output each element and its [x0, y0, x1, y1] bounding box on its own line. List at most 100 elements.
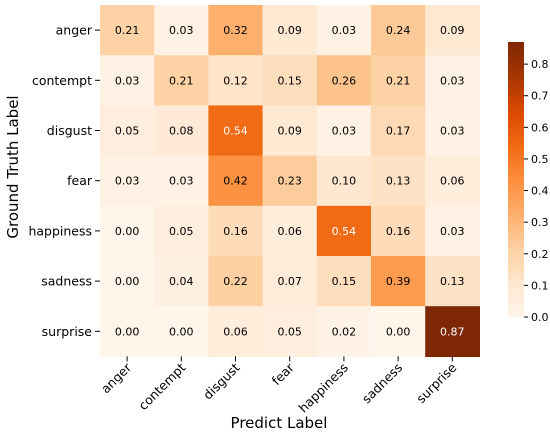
- cell-value-label: 0.00: [115, 325, 140, 338]
- colorbar-tick-label: 0.2: [531, 248, 549, 261]
- heatmap-cell: [425, 5, 480, 56]
- heatmap-cell: [371, 306, 426, 357]
- colorbar-tick-label: 0.4: [531, 185, 549, 198]
- cell-value-label: 0.21: [169, 74, 194, 87]
- cell-value-label: 0.32: [223, 24, 248, 37]
- heatmap-cell: [208, 155, 264, 207]
- y-tick-label: anger: [56, 23, 93, 38]
- y-axis-title: Ground Truth Label: [4, 95, 22, 238]
- cell-value-label: 0.10: [332, 175, 357, 188]
- cell-value-label: 0.04: [169, 275, 194, 288]
- heatmap-cell: [208, 205, 264, 257]
- cell-value-label: 0.06: [277, 225, 302, 238]
- heatmap-cell: [154, 5, 209, 56]
- y-tick-label: surprise: [42, 324, 93, 339]
- heatmap-cell: [100, 205, 155, 257]
- heatmap-cell: [262, 105, 318, 157]
- heatmap-cell: [316, 105, 372, 157]
- y-tick-label: disgust: [47, 123, 92, 138]
- heatmap-cell: [316, 55, 372, 106]
- colorbar: [508, 42, 524, 317]
- heatmap-cell: [425, 105, 480, 157]
- heatmap-cell: [100, 155, 155, 207]
- heatmap-cell: [262, 5, 318, 56]
- cell-value-label: 0.08: [169, 125, 194, 138]
- heatmap-cell: [262, 205, 318, 257]
- heatmap-cell: [208, 306, 264, 357]
- cell-value-label: 0.26: [332, 74, 357, 87]
- heatmap-cell: [316, 155, 372, 207]
- cell-value-label: 0.03: [115, 74, 140, 87]
- heatmap-cell: [208, 5, 264, 56]
- cell-value-label: 0.03: [169, 24, 194, 37]
- cell-value-label: 0.03: [115, 175, 140, 188]
- cell-value-label: 0.09: [277, 24, 302, 37]
- cell-value-label: 0.13: [440, 275, 465, 288]
- cell-value-label: 0.00: [169, 325, 194, 338]
- heatmap-cell: [371, 5, 426, 56]
- heatmap-cell: [100, 105, 155, 157]
- cell-value-label: 0.00: [386, 325, 411, 338]
- cell-value-label: 0.03: [332, 24, 357, 37]
- heatmap-cell: [100, 5, 155, 56]
- heatmap-cell-labels: 0.21 0.03 0.32 0.09 0.03 0.24 0.09 0.03 0.21 0.12…: [115, 24, 465, 338]
- cell-value-label: 0.07: [277, 275, 302, 288]
- cell-value-label: 0.22: [223, 275, 248, 288]
- x-tick-label: anger: [98, 359, 135, 396]
- cell-value-label: 0.12: [223, 74, 248, 87]
- cell-value-label: 0.03: [440, 225, 465, 238]
- colorbar-tick-label: 0.1: [531, 279, 549, 292]
- heatmap-cell: [425, 256, 480, 307]
- heatmap-cell: [425, 306, 480, 357]
- heatmap-cell: [154, 155, 209, 207]
- cell-value-label: 0.87: [440, 325, 465, 338]
- heatmap-cell: [100, 55, 155, 106]
- cell-value-label: 0.16: [223, 225, 248, 238]
- heatmap-cell: [316, 5, 372, 56]
- heatmap-cell: [262, 155, 318, 207]
- heatmap-cell: [154, 105, 209, 157]
- heatmap-cell: [371, 256, 426, 307]
- x-tick-label: sadness: [359, 360, 405, 406]
- y-tick-label: contempt: [32, 73, 92, 88]
- heatmap-cell: [371, 105, 426, 157]
- y-tick-label: sadness: [41, 274, 92, 289]
- heatmap-cell: [316, 205, 372, 257]
- colorbar-tick-label: 0.6: [531, 121, 549, 134]
- heatmap-cells: [100, 5, 480, 357]
- cell-value-label: 0.15: [332, 275, 357, 288]
- cell-value-label: 0.24: [386, 24, 411, 37]
- cell-value-label: 0.03: [169, 175, 194, 188]
- heatmap-cell: [371, 205, 426, 257]
- heatmap-cell: [371, 55, 426, 106]
- cell-value-label: 0.00: [115, 275, 140, 288]
- y-axis-ticks: anger contempt disgust fear happiness sadness…: [28, 23, 100, 339]
- y-tick-label: fear: [67, 173, 93, 188]
- heatmap-cell: [100, 256, 155, 307]
- cell-value-label: 0.03: [440, 125, 465, 138]
- heatmap-cell: [262, 256, 318, 307]
- cell-value-label: 0.13: [386, 175, 411, 188]
- cell-value-label: 0.54: [332, 225, 357, 238]
- cell-value-label: 0.54: [223, 125, 248, 138]
- cell-value-label: 0.00: [115, 225, 140, 238]
- cell-value-label: 0.05: [169, 225, 194, 238]
- heatmap-cell: [262, 55, 318, 106]
- heatmap-cell: [100, 306, 155, 357]
- cell-value-label: 0.03: [332, 125, 357, 138]
- colorbar-tick-label: 0.0: [531, 311, 549, 324]
- heatmap-cell: [316, 256, 372, 307]
- heatmap-cell: [262, 306, 318, 357]
- cell-value-label: 0.02: [332, 325, 357, 338]
- colorbar-tick-label: 0.5: [531, 153, 549, 166]
- colorbar-tick-label: 0.8: [531, 58, 549, 71]
- heatmap-cell: [154, 256, 209, 307]
- x-tick-label: disgust: [200, 360, 243, 403]
- cell-value-label: 0.21: [115, 24, 140, 37]
- colorbar-ticks: 0.0 0.1 0.2 0.3 0.4 0.5 0.6 0.7 0.8: [524, 58, 549, 324]
- x-tick-label: contempt: [135, 360, 188, 413]
- heatmap-cell: [425, 155, 480, 207]
- cell-value-label: 0.06: [223, 325, 248, 338]
- cell-value-label: 0.16: [386, 225, 411, 238]
